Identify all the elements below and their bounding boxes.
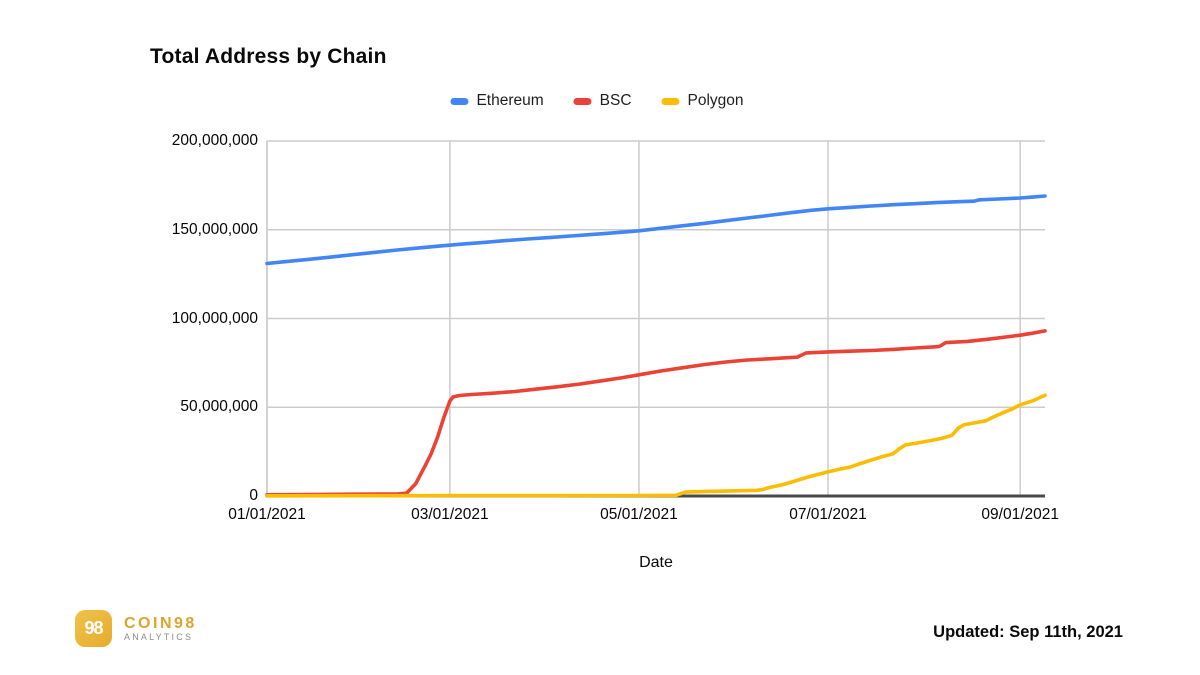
coin98-logo: 98 COIN98 ANALYTICS [75, 610, 197, 647]
legend-label-bsc: BSC [599, 92, 632, 109]
legend-item-bsc: BSC [573, 92, 632, 110]
x-tick-label: 05/01/2021 [600, 506, 678, 523]
x-tick-label: 07/01/2021 [789, 506, 867, 523]
coin98-logo-icon: 98 [75, 610, 112, 647]
coin98-logo-text: COIN98 ANALYTICS [124, 615, 197, 643]
logo-brand: COIN98 [124, 614, 197, 632]
x-tick-label: 01/01/2021 [228, 506, 306, 523]
series-line-ethereum [265, 194, 1047, 266]
y-tick-label: 0 [249, 487, 258, 504]
legend-item-polygon: Polygon [661, 92, 744, 110]
y-tick-label: 200,000,000 [171, 132, 258, 149]
legend-label-polygon: Polygon [687, 92, 744, 109]
legend-label-ethereum: Ethereum [476, 92, 544, 109]
updated-timestamp: Updated: Sep 11th, 2021 [933, 623, 1123, 641]
x-tick-label: 03/01/2021 [411, 506, 489, 523]
x-axis-title: Date [639, 554, 673, 571]
polygon-swatch-icon [661, 97, 680, 105]
series-line-polygon [265, 393, 1047, 498]
y-tick-label: 150,000,000 [171, 220, 258, 238]
x-tick-label: 09/01/2021 [981, 506, 1059, 523]
legend-item-ethereum: Ethereum [450, 92, 544, 110]
legend: Ethereum BSC Polygon [450, 92, 744, 110]
bsc-swatch-icon [573, 97, 592, 105]
ethereum-swatch-icon [450, 97, 469, 105]
chart-title: Total Address by Chain [150, 45, 387, 68]
logo-subtitle: ANALYTICS [124, 631, 194, 642]
series-line-bsc [265, 329, 1047, 497]
y-tick-label: 50,000,000 [180, 398, 258, 416]
y-tick-label: 100,000,000 [171, 309, 258, 327]
